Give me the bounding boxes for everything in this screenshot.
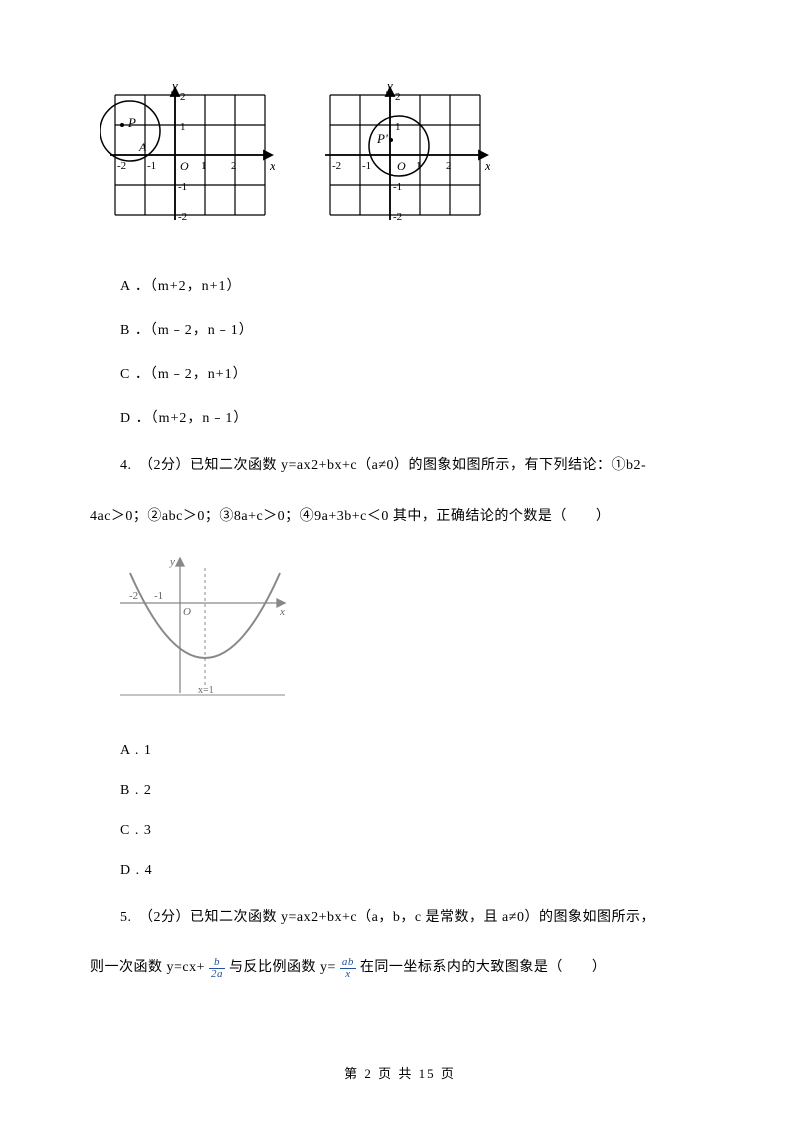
svg-text:y: y (169, 556, 175, 568)
coordinate-grids: P A y x O -2 -1 1 2 1 2 -1 -2 (100, 80, 710, 245)
q5-l2-c: 在同一坐标系内的大致图象是（ ） (360, 960, 607, 975)
parabola-figure: -2 -1 O x y x=1 (115, 553, 710, 718)
svg-text:-2: -2 (332, 160, 341, 172)
svg-text:O: O (397, 159, 406, 173)
svg-text:P': P' (376, 131, 388, 146)
svg-text:2: 2 (395, 91, 401, 103)
q5-frac1-den: 2a (209, 969, 225, 980)
svg-text:P: P (127, 115, 136, 130)
q3-option-d: D ．（m+2，n﹣1） (120, 407, 710, 427)
svg-text:x: x (279, 606, 285, 618)
q5-frac1-num: b (209, 957, 225, 969)
page-footer: 第 2 页 共 15 页 (0, 1063, 800, 1082)
svg-text:-1: -1 (393, 181, 402, 193)
svg-text:2: 2 (231, 160, 237, 172)
q5-frac2: ab x (340, 957, 356, 980)
svg-text:-2: -2 (178, 211, 187, 223)
q4-option-c: C . 3 (120, 823, 710, 839)
q4-text-line2: 4ac＞0；②abc＞0；③8a+c＞0；④9a+3b+c＜0 其中，正确结论的… (90, 502, 710, 533)
svg-text:A: A (138, 140, 147, 154)
svg-text:y: y (170, 80, 178, 93)
q5-text-line2: 则一次函数 y=cx+ b 2a 与反比例函数 y= ab x 在同一坐标系内的… (90, 953, 710, 984)
svg-text:x: x (484, 158, 490, 173)
q4-option-d: D . 4 (120, 863, 710, 879)
svg-text:2: 2 (180, 91, 186, 103)
q5-text-line1: 5. （2分）已知二次函数 y=ax2+bx+c（a，b，c 是常数，且 a≠0… (90, 903, 710, 934)
svg-text:O: O (180, 159, 189, 173)
q3-option-b: B ．（m﹣2，n﹣1） (120, 319, 710, 339)
q4-option-b: B . 2 (120, 783, 710, 799)
q5-l2-b: 与反比例函数 y= (229, 960, 340, 975)
svg-text:-2: -2 (393, 211, 402, 223)
q5-frac1: b 2a (209, 957, 225, 980)
svg-text:y: y (385, 80, 393, 93)
svg-text:-1: -1 (154, 590, 163, 602)
q3-option-c: C ．（m﹣2，n+1） (120, 363, 710, 383)
q5-frac2-num: ab (340, 957, 356, 969)
grid-2-svg: P' y x O -2 -1 1 2 1 2 -1 -2 (315, 80, 490, 245)
svg-text:-1: -1 (147, 160, 156, 172)
q4-option-a: A . 1 (120, 743, 710, 759)
svg-text:-2: -2 (117, 160, 126, 172)
svg-text:x: x (269, 158, 275, 173)
q5-frac2-den: x (340, 969, 356, 980)
svg-text:1: 1 (395, 121, 401, 133)
svg-text:O: O (183, 606, 191, 618)
q5-l2-a: 则一次函数 y=cx+ (90, 960, 209, 975)
svg-text:1: 1 (416, 160, 422, 172)
q3-option-a: A ．（m+2，n+1） (120, 275, 710, 295)
svg-text:-2: -2 (129, 590, 138, 602)
grid-1-svg: P A y x O -2 -1 1 2 1 2 -1 -2 (100, 80, 275, 245)
svg-text:x=1: x=1 (198, 685, 214, 696)
svg-text:-1: -1 (362, 160, 371, 172)
svg-text:-1: -1 (178, 181, 187, 193)
q4-text-line1: 4. （2分）已知二次函数 y=ax2+bx+c（a≠0）的图象如图所示，有下列… (90, 451, 710, 482)
svg-text:1: 1 (180, 121, 186, 133)
svg-text:1: 1 (201, 160, 207, 172)
svg-text:2: 2 (446, 160, 452, 172)
